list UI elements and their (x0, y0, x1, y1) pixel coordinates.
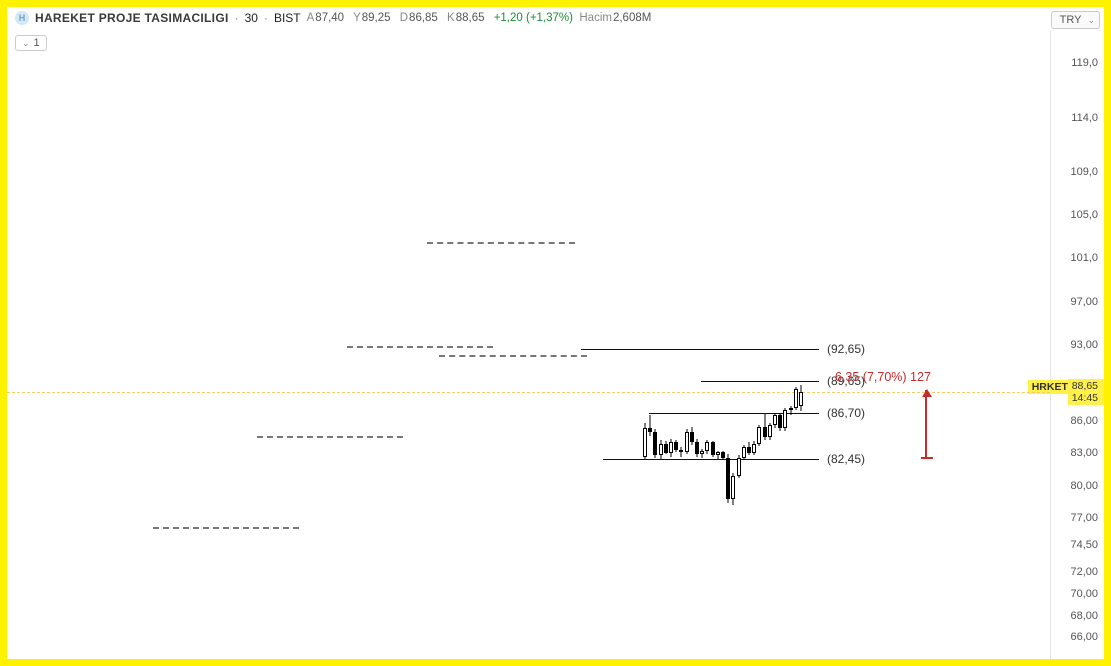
yaxis-tick: 72,00 (1070, 566, 1098, 578)
candlestick[interactable] (669, 439, 673, 456)
yaxis-tick: 119,0 (1071, 57, 1098, 69)
yaxis-tick: 83,00 (1070, 447, 1098, 459)
measurement-label: 6,35 (7,70%) 127 (835, 370, 931, 384)
last-price-line (7, 392, 1050, 393)
candlestick[interactable] (783, 408, 787, 431)
flag-time: 14:45 (1072, 392, 1098, 404)
close-label: K (447, 12, 455, 24)
price-level-line[interactable] (581, 349, 819, 350)
ticker-icon: H (15, 11, 29, 25)
yaxis-tick: 74,50 (1070, 539, 1098, 551)
candlestick[interactable] (731, 473, 735, 505)
chart-header: H HAREKET PROJE TASIMACILIGI · 30 · BIST… (15, 11, 1034, 25)
candlestick[interactable] (695, 439, 699, 456)
high-value: 89,25 (362, 12, 391, 24)
candlestick[interactable] (794, 387, 798, 410)
candlestick[interactable] (768, 423, 772, 440)
flag-price: 88,65 (1072, 380, 1098, 392)
yaxis-tick: 101,0 (1070, 252, 1098, 264)
candlestick[interactable] (752, 441, 756, 455)
candlestick[interactable] (685, 429, 689, 454)
candlestick[interactable] (648, 415, 652, 436)
price-level-line[interactable] (603, 459, 819, 460)
sep-dot: · (264, 11, 268, 25)
candlestick[interactable] (799, 385, 803, 411)
dashed-segment (439, 355, 587, 357)
candlestick[interactable] (653, 429, 657, 457)
price-level-label: (82,45) (827, 452, 865, 466)
candlestick[interactable] (711, 441, 715, 456)
candlestick[interactable] (757, 425, 761, 446)
chevron-down-icon: ⌄ (1087, 15, 1095, 26)
candlestick[interactable] (778, 413, 782, 430)
chart-frame: H HAREKET PROJE TASIMACILIGI · 30 · BIST… (0, 0, 1111, 666)
volume-label: Hacim (579, 12, 612, 24)
ohlc-block: A87,40 Y89,25 D86,85 K88,65 +1,20 (+1,37… (307, 12, 658, 24)
yaxis-tick: 70,00 (1070, 588, 1098, 600)
yaxis-tick: 86,00 (1070, 415, 1098, 427)
price-level-line[interactable] (701, 381, 819, 382)
change-value: +1,20 (494, 12, 523, 24)
candlestick[interactable] (705, 440, 709, 454)
high-label: Y (353, 12, 361, 24)
candlestick[interactable] (690, 427, 694, 444)
last-price-flag: HRKET88,6514:45 (1068, 379, 1104, 405)
price-level-label: (86,70) (827, 406, 865, 420)
yaxis-tick: 109,0 (1070, 166, 1098, 178)
sep-dot: · (235, 11, 239, 25)
candlestick[interactable] (664, 441, 668, 454)
candlestick[interactable] (726, 454, 730, 503)
candlestick[interactable] (742, 445, 746, 460)
candlestick[interactable] (721, 451, 725, 460)
dashed-segment (257, 436, 403, 438)
price-axis[interactable]: 119,0114,0109,0105,0101,097,0093,0089,00… (1050, 31, 1104, 659)
candlestick[interactable] (679, 447, 683, 457)
currency-value: TRY (1060, 14, 1082, 26)
dashed-segment (427, 242, 575, 244)
interval[interactable]: 30 (245, 11, 258, 25)
candlestick[interactable] (747, 442, 751, 455)
dashed-segment (347, 346, 493, 348)
candlestick[interactable] (643, 423, 647, 459)
yaxis-tick: 77,00 (1070, 512, 1098, 524)
candlestick[interactable] (674, 440, 678, 452)
candlestick[interactable] (763, 414, 767, 440)
candlestick[interactable] (716, 451, 720, 459)
price-level-label: (92,65) (827, 342, 865, 356)
volume-value: 2,608M (613, 12, 651, 24)
low-value: 86,85 (409, 12, 438, 24)
open-value: 87,40 (315, 12, 344, 24)
price-level-line[interactable] (649, 413, 819, 414)
instrument-name[interactable]: HAREKET PROJE TASIMACILIGI (35, 11, 229, 25)
open-label: A (307, 12, 315, 24)
yaxis-tick: 66,00 (1070, 631, 1098, 643)
yaxis-tick: 97,00 (1070, 296, 1098, 308)
yaxis-tick: 93,00 (1070, 339, 1098, 351)
candlestick[interactable] (700, 449, 704, 458)
low-label: D (400, 12, 408, 24)
yaxis-tick: 105,0 (1070, 209, 1098, 221)
change-pct: (+1,37%) (526, 12, 573, 24)
dashed-segment (153, 527, 299, 529)
yaxis-tick: 68,00 (1070, 610, 1098, 622)
yaxis-tick: 114,0 (1071, 112, 1098, 124)
close-value: 88,65 (456, 12, 485, 24)
currency-select[interactable]: TRY ⌄ (1051, 11, 1100, 29)
chart-canvas[interactable]: (92,65)(89,65)(86,70)(82,45)6,35 (7,70%)… (7, 31, 1050, 659)
candlestick[interactable] (773, 413, 777, 428)
candlestick[interactable] (789, 406, 793, 416)
candlestick[interactable] (659, 440, 663, 458)
exchange: BIST (274, 11, 301, 25)
measurement-arrow[interactable] (925, 390, 927, 459)
candlestick[interactable] (737, 455, 741, 478)
yaxis-tick: 80,00 (1070, 480, 1098, 492)
